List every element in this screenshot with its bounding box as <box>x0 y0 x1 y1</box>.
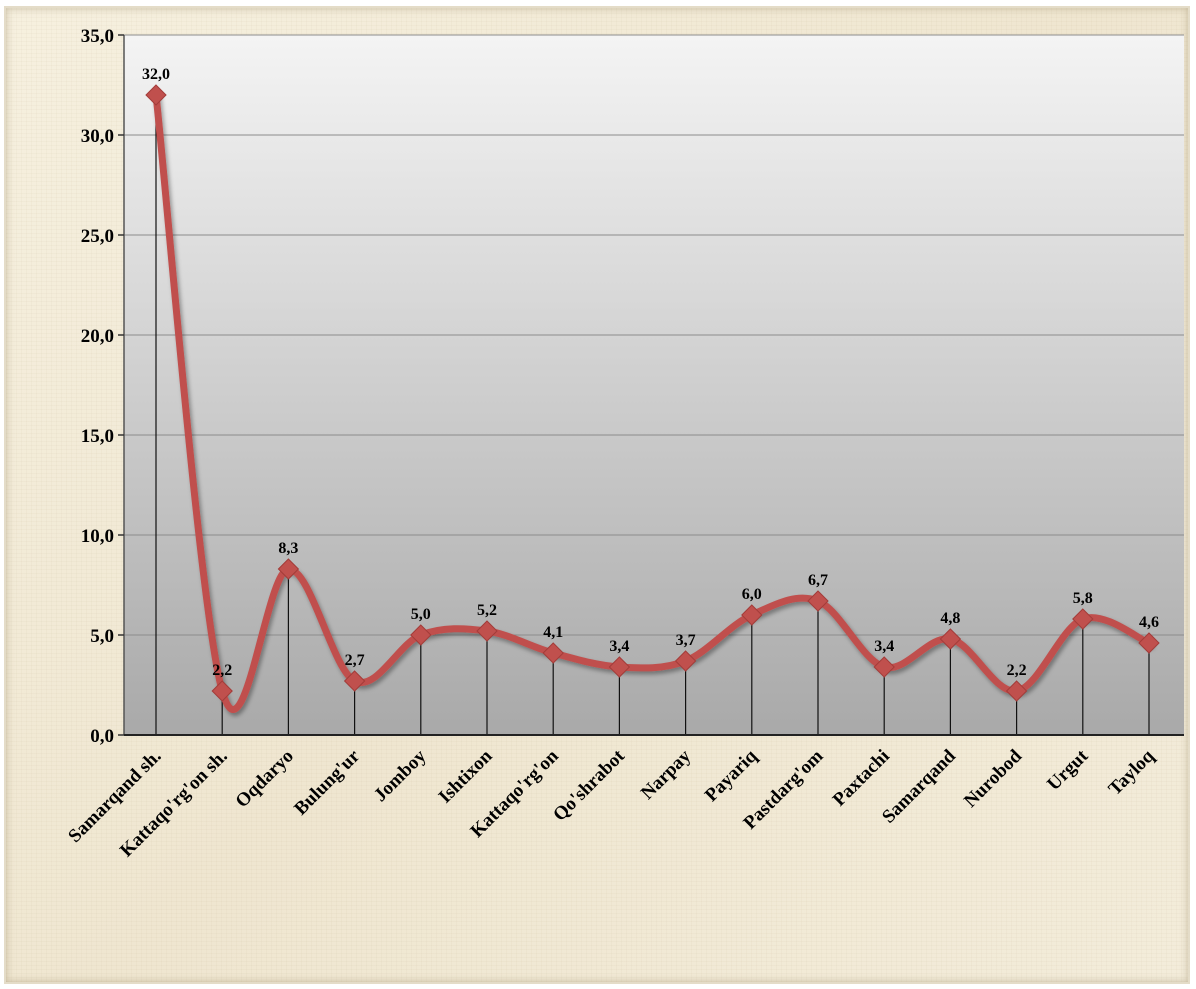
x-category-label: Bulung'ur <box>290 745 364 819</box>
data-label: 2,2 <box>212 662 232 679</box>
y-tick-label: 5,0 <box>90 626 114 647</box>
data-point-marker <box>1005 680 1028 702</box>
data-label: 5,8 <box>1073 590 1093 607</box>
y-tick-label: 30,0 <box>81 126 114 147</box>
data-label: 4,6 <box>1139 614 1159 631</box>
x-category-label: Ishtixon <box>435 745 497 807</box>
x-category-label: Jomboy <box>370 745 431 806</box>
data-point-marker <box>674 650 697 672</box>
data-point-marker <box>410 624 432 646</box>
x-category-label: Qo'shrabot <box>549 745 629 825</box>
data-label: 4,8 <box>940 610 960 627</box>
y-tick-label: 35,0 <box>81 26 114 47</box>
data-label: 3,7 <box>676 632 696 649</box>
data-point-marker <box>741 604 763 626</box>
y-tick-label: 0,0 <box>90 726 114 747</box>
y-tick-label: 20,0 <box>81 326 114 347</box>
data-label: 3,4 <box>609 638 629 655</box>
data-label: 32,0 <box>142 66 170 83</box>
data-label: 4,1 <box>543 624 563 641</box>
data-point-marker <box>1072 608 1094 630</box>
plot-area <box>124 35 1184 735</box>
data-point-marker <box>608 656 631 678</box>
x-axis-labels: Samarqand sh.Kattaqo'rg'on sh. OqdaryoBul… <box>64 745 1159 861</box>
data-point-marker <box>807 590 829 612</box>
x-category-label: Paxtachi <box>829 746 894 811</box>
data-point-marker <box>145 84 167 106</box>
x-category-label: Payariq <box>701 745 762 806</box>
data-label: 5,2 <box>477 602 497 619</box>
data-labels: 32,0 2,2 8,3 2,7 5,0 5,2 4,1 3,4 3,7 6,0 6,7 3,4 4,8… <box>142 66 1159 679</box>
data-point-marker <box>1138 632 1160 654</box>
y-tick-label: 15,0 <box>81 426 114 447</box>
data-point-marker <box>542 642 564 664</box>
data-markers <box>145 84 1160 702</box>
y-tick-label: 25,0 <box>81 226 114 247</box>
gridlines <box>124 34 1184 636</box>
data-label: 6,7 <box>808 572 828 589</box>
x-category-label: Tayloq <box>1105 745 1159 799</box>
y-tick-label: 10,0 <box>81 526 114 547</box>
x-category-label: Nurobod <box>960 745 1026 811</box>
data-point-marker <box>939 628 962 650</box>
data-label: 8,3 <box>278 540 298 557</box>
data-label: 6,0 <box>742 586 762 603</box>
data-point-marker <box>277 558 300 580</box>
data-point-marker <box>211 680 233 702</box>
data-point-marker <box>873 656 895 678</box>
series-line <box>152 91 1153 714</box>
data-label: 3,4 <box>874 638 894 655</box>
x-category-label: Oqdaryo <box>232 746 298 812</box>
y-axis-ticks: 0,0 5,0 10,0 15,0 20,0 25,0 30,0 35,0 <box>81 26 124 747</box>
data-label: 2,2 <box>1007 662 1027 679</box>
data-label: 5,0 <box>411 606 431 623</box>
x-category-label: Urgut <box>1043 745 1093 795</box>
data-point-marker <box>476 620 498 642</box>
data-label: 2,7 <box>345 652 365 669</box>
data-point-marker <box>343 670 366 692</box>
x-category-label: Narpay <box>637 745 695 803</box>
